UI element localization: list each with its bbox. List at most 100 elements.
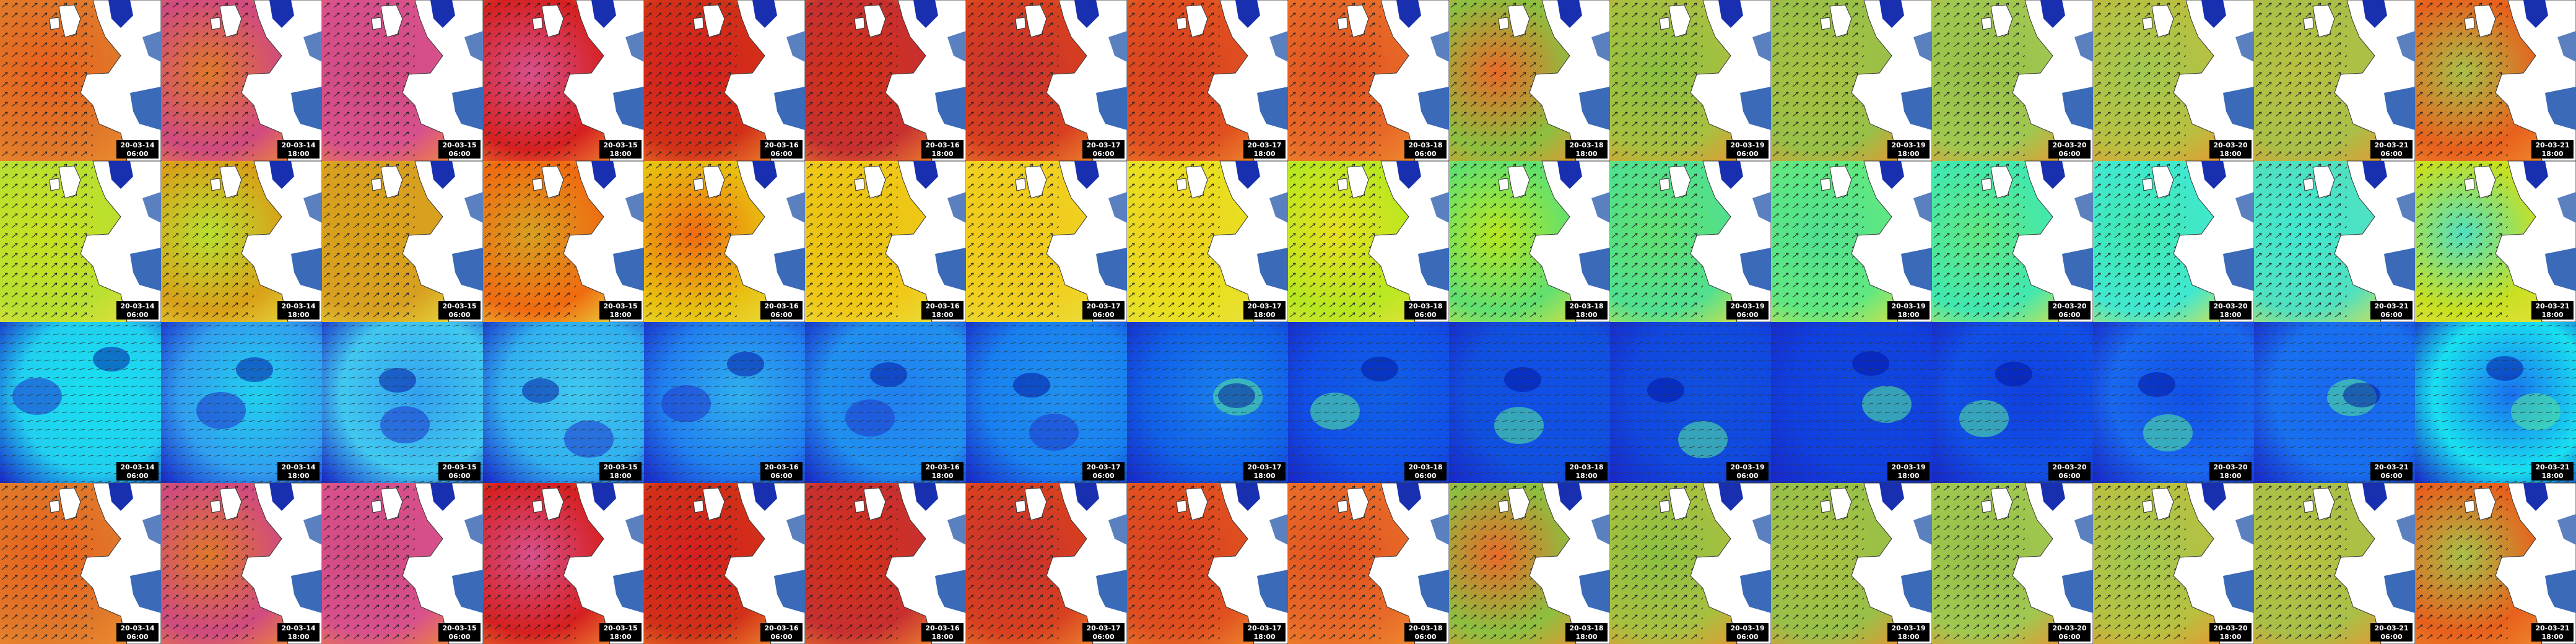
land — [2151, 4, 2174, 38]
time-label-box — [1565, 462, 1608, 481]
tile-time: 18:00 — [1575, 311, 1597, 319]
land — [1820, 500, 1831, 513]
sea — [303, 31, 322, 62]
tile-date: 20-03-19 — [1730, 302, 1764, 310]
sea — [774, 570, 805, 613]
sea — [2201, 483, 2226, 511]
time-label-box — [1887, 462, 1930, 481]
sea — [1257, 248, 1288, 291]
tile-time: 18:00 — [931, 633, 953, 641]
tile-time: 06:00 — [1414, 150, 1436, 158]
time-label-box — [438, 623, 481, 642]
tile-date: 20-03-16 — [764, 463, 798, 471]
sea — [786, 514, 805, 545]
tile-time: 18:00 — [2541, 311, 2563, 319]
tile-time: 06:00 — [1092, 472, 1114, 480]
land — [2303, 500, 2314, 513]
tile-date: 20-03-15 — [603, 463, 637, 471]
time-label-box — [116, 623, 159, 642]
tile-date: 20-03-21 — [2374, 463, 2408, 471]
land — [1015, 178, 1026, 191]
sea — [2040, 483, 2065, 511]
land — [702, 4, 725, 38]
sea — [2557, 192, 2576, 223]
time-label-box — [2209, 462, 2252, 481]
sea — [2384, 87, 2415, 130]
time-label-box — [116, 140, 159, 159]
sea — [591, 483, 616, 511]
time-label-box — [760, 140, 803, 159]
time-label-box — [1082, 623, 1125, 642]
sea — [625, 514, 644, 545]
sea — [2201, 0, 2226, 28]
sea — [1096, 570, 1127, 613]
tile-time: 06:00 — [1414, 472, 1436, 480]
time-label-box — [1243, 462, 1286, 481]
sea — [1879, 161, 1904, 189]
time-label-box — [1082, 301, 1125, 320]
sea — [1901, 248, 1932, 291]
land — [1176, 17, 1187, 30]
tile-time: 06:00 — [770, 472, 792, 480]
tile-time: 18:00 — [609, 633, 631, 641]
land — [2312, 165, 2335, 199]
tile-date: 20-03-14 — [281, 624, 315, 632]
tile-date: 20-03-16 — [925, 302, 959, 310]
tile-time: 18:00 — [1575, 472, 1597, 480]
tile-date: 20-03-16 — [925, 463, 959, 471]
tile-time: 18:00 — [1897, 150, 1919, 158]
sea — [2545, 87, 2576, 130]
tile-time: 06:00 — [126, 311, 148, 319]
sea — [752, 0, 777, 28]
land — [219, 487, 242, 521]
sea — [2235, 514, 2254, 545]
land — [1185, 165, 1208, 199]
sea — [1557, 0, 1582, 28]
tile-date: 20-03-21 — [2535, 302, 2569, 310]
tile-date: 20-03-16 — [764, 141, 798, 149]
sea — [2545, 570, 2576, 613]
sea — [1913, 31, 1932, 62]
wind-arrows — [322, 322, 483, 483]
wind-arrows — [966, 322, 1127, 483]
time-label-box — [921, 301, 964, 320]
tile-date: 20-03-19 — [1730, 463, 1764, 471]
land — [854, 500, 865, 513]
sea — [142, 514, 161, 545]
land — [380, 487, 403, 521]
sea — [591, 161, 616, 189]
sea — [625, 31, 644, 62]
time-label-box — [277, 462, 320, 481]
tile-date: 20-03-15 — [442, 302, 476, 310]
time-label-box — [1082, 140, 1125, 159]
sea — [303, 192, 322, 223]
wind-arrows — [1449, 322, 1610, 483]
sea — [1235, 483, 1260, 511]
tile-time: 06:00 — [770, 633, 792, 641]
wind-arrows — [1610, 322, 1771, 483]
sea — [1418, 87, 1449, 130]
sea — [1752, 31, 1771, 62]
time-label-box — [2209, 623, 2252, 642]
tile-time: 18:00 — [2219, 633, 2241, 641]
land — [2303, 17, 2314, 30]
time-label-box — [2531, 623, 2574, 642]
land — [371, 500, 382, 513]
tile-date: 20-03-19 — [1891, 302, 1925, 310]
sea — [1074, 161, 1099, 189]
land — [1990, 4, 2013, 38]
tile-time: 06:00 — [126, 472, 148, 480]
sea — [2557, 514, 2576, 545]
land — [1024, 487, 1047, 521]
sea — [913, 0, 938, 28]
tile-date: 20-03-15 — [442, 141, 476, 149]
